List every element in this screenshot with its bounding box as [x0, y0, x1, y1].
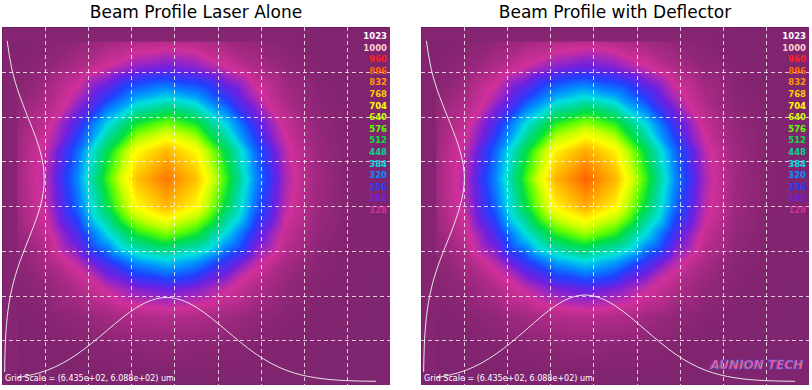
html-text:Beam Profile with Deflector: Beam Profile with Deflector [498, 2, 732, 22]
svg-text:704: 704 [788, 101, 806, 111]
svg-text:384: 384 [369, 159, 387, 169]
html-text:Beam Profile Laser Alone: Beam Profile Laser Alone [89, 2, 303, 22]
svg-text:1000: 1000 [363, 43, 387, 53]
svg-text:640: 640 [788, 112, 806, 122]
svg-text:128: 128 [369, 205, 387, 215]
svg-text:960: 960 [369, 54, 387, 64]
svg-text:Grid Scale = (6.435e+02, 6.088: Grid Scale = (6.435e+02, 6.088e+02) um [5, 374, 174, 383]
svg-text:832: 832 [369, 77, 387, 87]
svg-text:832: 832 [788, 77, 806, 87]
svg-text:448: 448 [788, 147, 806, 157]
svg-text:1000: 1000 [782, 43, 806, 53]
svg-text:384: 384 [788, 159, 806, 169]
svg-text:576: 576 [369, 124, 387, 134]
svg-text:128: 128 [788, 205, 806, 215]
svg-text:256: 256 [369, 182, 387, 192]
svg-text:896: 896 [788, 66, 806, 76]
svg-text:896: 896 [369, 66, 387, 76]
svg-text:768: 768 [788, 89, 806, 99]
svg-text:576: 576 [788, 124, 806, 134]
svg-text:960: 960 [788, 54, 806, 64]
svg-text:AUNION TECH: AUNION TECH [709, 358, 803, 372]
svg-text:192: 192 [788, 193, 806, 203]
svg-text:Grid Scale = (6.435e+02, 6.088: Grid Scale = (6.435e+02, 6.088e+02) um [424, 374, 593, 383]
svg-text:320: 320 [788, 170, 806, 180]
svg-text:1023: 1023 [782, 31, 806, 41]
svg-text:640: 640 [369, 112, 387, 122]
svg-text:192: 192 [369, 193, 387, 203]
svg-text:1023: 1023 [363, 31, 387, 41]
svg-text:320: 320 [369, 170, 387, 180]
svg-text:448: 448 [369, 147, 387, 157]
svg-text:768: 768 [369, 89, 387, 99]
svg-text:512: 512 [369, 135, 387, 145]
svg-text:512: 512 [788, 135, 806, 145]
svg-text:704: 704 [369, 101, 387, 111]
svg-text:256: 256 [788, 182, 806, 192]
